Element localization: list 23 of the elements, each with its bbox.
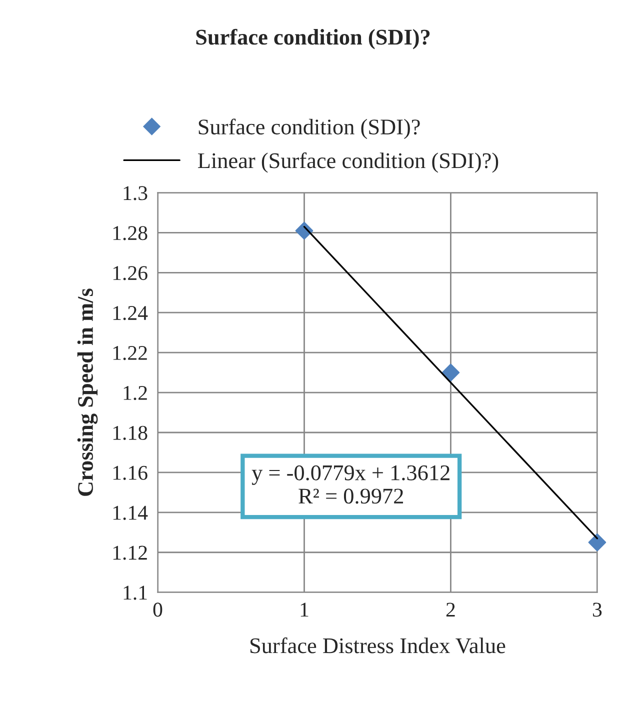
x-tick-label: 1 (300, 602, 308, 617)
y-tick-label: 1.2 (124, 386, 147, 400)
y-tick-label: 1.18 (113, 426, 148, 440)
y-tick-label: 1.26 (113, 266, 148, 280)
x-tick-label: 3 (592, 602, 602, 617)
y-tick-label: 1.12 (113, 546, 147, 560)
point (442, 364, 460, 382)
chart-title: Surface condition (SDI)? (196, 28, 430, 50)
y-axis-title: Crossing Speed in m/s (77, 288, 98, 496)
y-tick-label: 1.16 (113, 466, 148, 480)
legend-label: Linear (Surface condition (SDI)?) (198, 152, 498, 173)
y-tick-label: 1.3 (124, 186, 148, 200)
annotation: y = -0.0779x + 1.3612 R² = 0.9972 (252, 465, 450, 504)
x-tick-label: 0 (153, 602, 162, 617)
point (588, 533, 606, 552)
x-axis-title: Surface Distress Index Value (250, 637, 506, 654)
y-tick-label: 1.14 (113, 506, 148, 520)
y-tick-label: 1.1 (124, 586, 147, 600)
x-tick-label: 2 (446, 602, 455, 617)
y-tick-label: 1.22 (113, 346, 147, 360)
y-tick-label: 1.28 (113, 226, 148, 240)
legend-label: Surface condition (SDI)? (198, 118, 420, 140)
y-tick-label: 1.24 (113, 306, 148, 320)
